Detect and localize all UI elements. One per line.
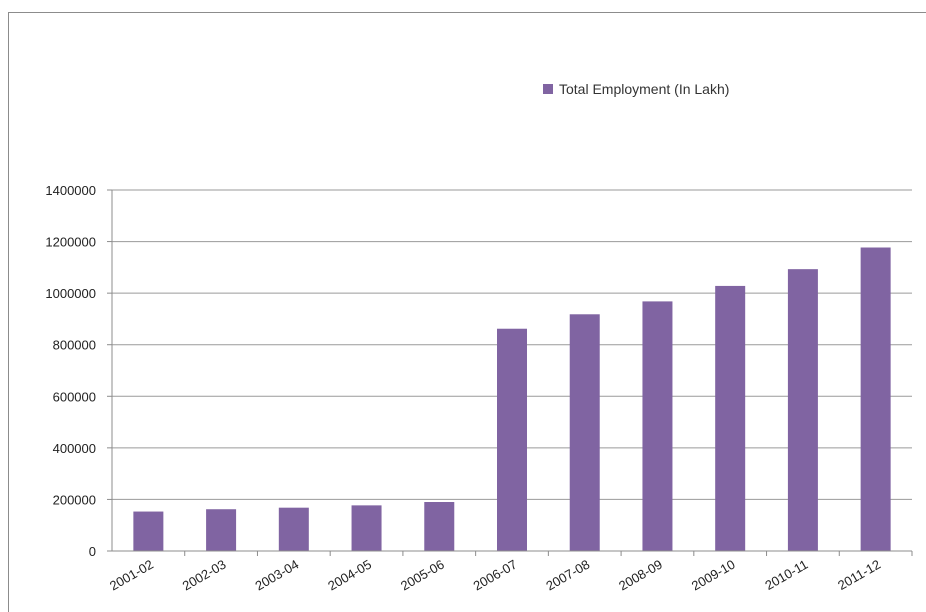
y-tick-label: 0 bbox=[89, 544, 96, 559]
y-tick-label: 600000 bbox=[53, 389, 96, 404]
bar bbox=[351, 505, 382, 551]
bar bbox=[497, 328, 527, 551]
bar bbox=[133, 511, 164, 551]
bar bbox=[206, 509, 237, 551]
bar bbox=[278, 507, 309, 551]
bar bbox=[424, 502, 455, 551]
y-tick-label: 1000000 bbox=[45, 286, 96, 301]
x-tick-label: 2010-11 bbox=[762, 557, 810, 593]
bar bbox=[860, 247, 891, 551]
y-tick-label: 1200000 bbox=[45, 235, 96, 250]
bar bbox=[642, 301, 673, 551]
y-axis: 0 200000 400000 600000 800000 1000000 1200000 1… bbox=[45, 183, 113, 559]
x-axis: 2001-02 2002-03 2003-04 2004-05 2005-06 2006-… bbox=[107, 550, 913, 594]
x-tick-label: 2003-04 bbox=[252, 557, 301, 594]
chart-frame bbox=[8, 12, 926, 612]
x-tick-label: 2004-05 bbox=[325, 557, 374, 594]
legend: Total Employment (In Lakh) bbox=[543, 81, 729, 97]
x-tick-label: 2006-07 bbox=[471, 557, 520, 594]
x-tick-label: 2001-02 bbox=[107, 557, 156, 594]
x-tick-label: 2008-09 bbox=[616, 557, 665, 594]
x-tick-label: 2005-06 bbox=[398, 557, 447, 594]
bar bbox=[715, 285, 746, 551]
y-tick-label: 200000 bbox=[53, 492, 96, 507]
x-tick-label: 2009-10 bbox=[689, 557, 738, 594]
bar bbox=[569, 314, 600, 551]
x-tick-label: 2011-12 bbox=[835, 557, 883, 593]
y-tick-label: 400000 bbox=[53, 441, 96, 456]
bars bbox=[133, 247, 891, 551]
x-tick-label: 2002-03 bbox=[180, 557, 229, 594]
y-tick-label: 800000 bbox=[53, 338, 96, 353]
bar bbox=[787, 269, 818, 551]
y-tick-label: 1400000 bbox=[45, 183, 96, 198]
legend-swatch bbox=[543, 84, 553, 94]
legend-label: Total Employment (In Lakh) bbox=[559, 81, 729, 97]
x-tick-label: 2007-08 bbox=[543, 557, 592, 594]
